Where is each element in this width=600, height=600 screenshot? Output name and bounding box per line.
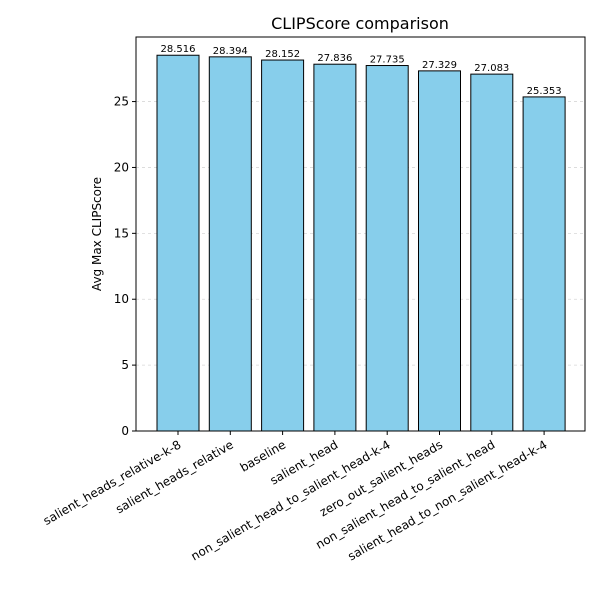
chart-title: CLIPScore comparison [271,14,449,33]
bar-value-label: 27.329 [422,60,457,71]
bar-value-label: 28.152 [265,49,300,60]
bar-value-label: 27.735 [370,55,405,66]
bar-value-label: 28.516 [161,44,196,55]
y-tick-label: 15 [114,226,129,240]
x-axis-ticks: salient_heads_relative-k-8salient_heads_… [41,431,550,563]
bar [313,63,357,432]
bar-value-labels: 28.516 28.394 28.152 27.836 27.735 27.329 27.0… [161,44,562,97]
bar [522,96,566,432]
plot-frame [135,36,586,432]
grid-lines [136,101,585,366]
y-axis-label: Avg Max CLIPScore [90,177,104,291]
bar [261,59,305,432]
y-axis-ticks: 0 5 10 15 20 25 [114,95,136,438]
bars-group [156,54,566,432]
y-tick-label: 20 [114,160,129,174]
bar-value-label: 27.836 [317,53,352,64]
y-tick-label: 0 [121,424,129,438]
bar [418,70,461,432]
bar [156,54,200,432]
bar [208,56,252,432]
bar-value-label: 25.353 [527,86,562,97]
bar [365,65,409,432]
y-tick-label: 5 [121,358,129,372]
bar [470,73,514,432]
y-tick-label: 10 [114,292,129,306]
bar-value-label: 28.394 [213,46,248,57]
bar-value-label: 27.083 [474,63,509,74]
y-tick-label: 25 [114,95,129,109]
